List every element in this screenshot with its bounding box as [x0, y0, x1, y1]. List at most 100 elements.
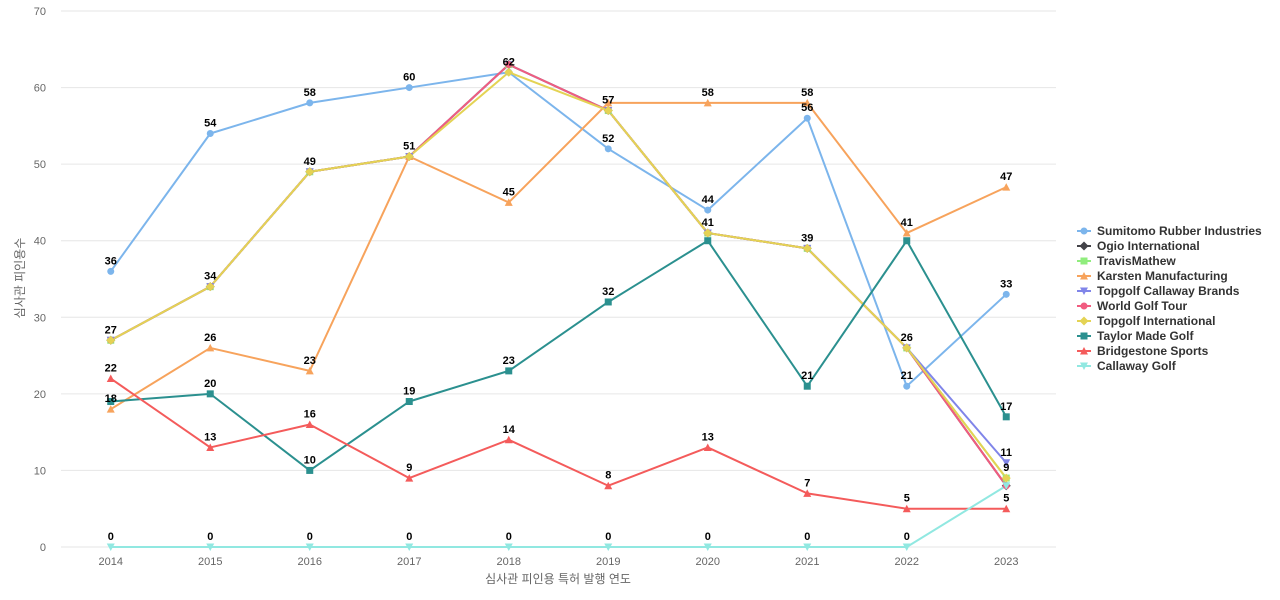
series-line [110, 101, 1007, 411]
legend-marker [1080, 287, 1088, 295]
x-axis-title: 심사관 피인용 특허 발행 연도 [485, 571, 631, 586]
data-point [305, 167, 315, 177]
series-line [109, 71, 1007, 388]
y-tick-label: 30 [34, 312, 46, 324]
x-tick-label: 2018 [497, 556, 521, 568]
data-point [903, 237, 911, 245]
data-label: 0 [605, 531, 611, 543]
data-label: 51 [403, 140, 415, 152]
data-label: 17 [1000, 401, 1012, 413]
x-tick-label: 2020 [696, 556, 720, 568]
data-label: 57 [602, 95, 614, 107]
y-axis: 0 10 20 30 40 50 60 70 [34, 6, 46, 554]
data-label: 49 [304, 156, 316, 168]
data-label: 8 [605, 470, 611, 482]
data-point [305, 543, 314, 551]
data-label: 5 [1003, 493, 1009, 505]
data-label: 60 [403, 72, 415, 84]
legend-item: Topgolf International [1077, 314, 1215, 328]
data-label: 27 [105, 324, 117, 336]
data-label: 0 [804, 531, 810, 543]
data-point [1001, 473, 1011, 483]
data-point [902, 229, 911, 237]
legend-item: World Golf Tour [1077, 299, 1188, 313]
data-point [106, 335, 116, 345]
series-markers [106, 60, 1011, 551]
data-label: 7 [804, 477, 810, 489]
series-line [110, 63, 1008, 487]
data-label: 39 [801, 232, 813, 244]
data-label: 56 [801, 102, 813, 114]
data-label: 9 [1003, 462, 1009, 474]
legend-label: Sumitomo Rubber Industries [1097, 224, 1262, 238]
data-label: 33 [1000, 278, 1012, 290]
x-tick-label: 2021 [795, 556, 819, 568]
data-point [803, 98, 812, 107]
x-tick-label: 2017 [397, 556, 421, 568]
data-label: 11 [1000, 447, 1012, 459]
data-point [206, 343, 215, 352]
y-tick-label: 60 [34, 83, 46, 95]
legend-marker [1079, 316, 1089, 326]
data-point [505, 367, 513, 375]
legend-item: Topgolf Callaway Brands [1077, 284, 1240, 298]
data-label: 45 [503, 186, 515, 198]
data-label: 0 [207, 531, 213, 543]
x-tick-label: 2019 [596, 556, 620, 568]
data-label: 41 [901, 217, 913, 229]
legend-label: World Golf Tour [1097, 299, 1188, 313]
data-label: 9 [406, 462, 412, 474]
x-tick-label: 2023 [994, 556, 1018, 568]
data-point [1002, 504, 1011, 513]
y-tick-label: 20 [34, 389, 46, 401]
data-point [604, 543, 613, 551]
data-label: 36 [105, 255, 117, 267]
data-label: 0 [108, 531, 114, 543]
legend-marker [1079, 241, 1089, 251]
data-point [902, 504, 911, 513]
data-point [604, 481, 613, 490]
series-line [110, 377, 1007, 510]
legend-label: Ogio International [1097, 239, 1200, 253]
data-label: 58 [801, 87, 813, 99]
data-point [206, 543, 215, 551]
data-point [106, 405, 115, 413]
data-label: 14 [503, 424, 516, 436]
legend-item: TravisMathew [1077, 254, 1176, 268]
data-point [205, 282, 215, 292]
y-axis-title: 심사관 피인용수 [13, 238, 27, 319]
data-point [604, 298, 612, 306]
data-label: 23 [503, 355, 515, 367]
data-point [306, 99, 314, 107]
data-label: 0 [705, 531, 711, 543]
data-point [206, 130, 214, 138]
x-tick-label: 2022 [895, 556, 919, 568]
data-point [107, 267, 115, 275]
data-point [405, 474, 414, 482]
series-line [110, 63, 1008, 479]
data-point [404, 151, 414, 161]
x-axis: 2014 2015 2016 2017 2018 2019 2020 2021 2022 2023 [99, 556, 1019, 568]
legend-item: Bridgestone Sports [1077, 344, 1209, 358]
data-point [703, 228, 713, 238]
data-labels: 3654586062524456213327344951574139261826… [105, 56, 1013, 543]
legend-marker [1080, 272, 1088, 280]
data-label: 0 [904, 531, 910, 543]
data-label: 10 [304, 454, 316, 466]
y-tick-label: 70 [34, 6, 46, 18]
data-label: 13 [702, 431, 714, 443]
legend-marker [1080, 257, 1088, 265]
data-point [106, 374, 115, 383]
legend-item: Karsten Manufacturing [1077, 269, 1228, 283]
x-tick-label: 2016 [298, 556, 322, 568]
data-point [405, 84, 413, 92]
data-label: 52 [602, 133, 614, 145]
x-tick-label: 2015 [198, 556, 222, 568]
data-label: 44 [702, 194, 715, 206]
data-label: 20 [204, 378, 216, 390]
data-point [1002, 183, 1011, 191]
data-point [405, 398, 413, 406]
